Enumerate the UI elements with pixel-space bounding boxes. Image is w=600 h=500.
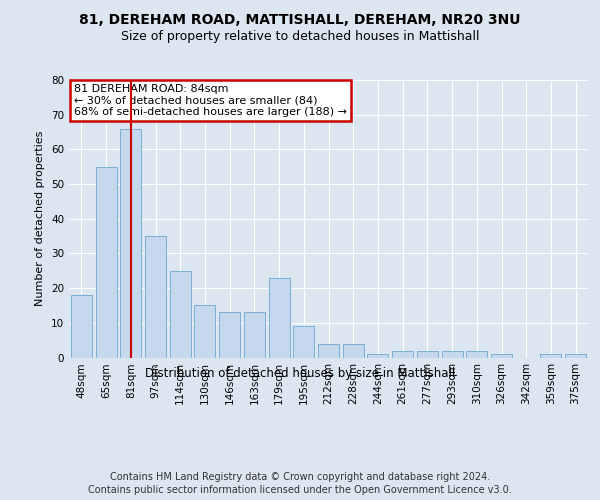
Bar [541,354,562,358]
Text: 81, DEREHAM ROAD, MATTISHALL, DEREHAM, NR20 3NU: 81, DEREHAM ROAD, MATTISHALL, DEREHAM, N… [79,12,521,26]
Text: Distribution of detached houses by size in Mattishall: Distribution of detached houses by size … [145,368,455,380]
Bar [145,236,166,358]
Bar [318,344,339,357]
Text: Contains HM Land Registry data © Crown copyright and database right 2024.: Contains HM Land Registry data © Crown c… [110,472,490,482]
Text: 81 DEREHAM ROAD: 84sqm
← 30% of detached houses are smaller (84)
68% of semi-det: 81 DEREHAM ROAD: 84sqm ← 30% of detached… [74,84,347,117]
Bar [293,326,314,358]
Bar [170,271,191,358]
Text: Size of property relative to detached houses in Mattishall: Size of property relative to detached ho… [121,30,479,43]
Bar [367,354,388,358]
Bar [194,306,215,358]
Y-axis label: Number of detached properties: Number of detached properties [35,131,46,306]
Bar [343,344,364,357]
Bar [269,278,290,357]
Bar [565,354,586,358]
Bar [244,312,265,358]
Bar [442,350,463,358]
Bar [71,295,92,358]
Bar [120,128,141,358]
Bar [392,350,413,358]
Bar [95,166,116,358]
Bar [219,312,240,358]
Bar [491,354,512,358]
Bar [417,350,438,358]
Text: Contains public sector information licensed under the Open Government Licence v3: Contains public sector information licen… [88,485,512,495]
Bar [466,350,487,358]
